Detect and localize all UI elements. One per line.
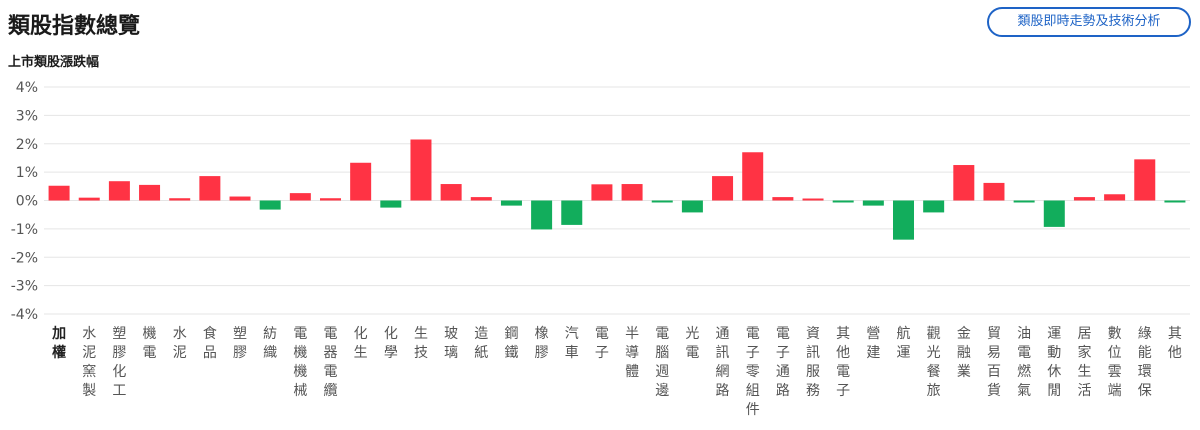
bar[interactable]: [48, 185, 70, 201]
category-label: 食品: [203, 325, 217, 361]
bar[interactable]: [712, 176, 734, 201]
bar[interactable]: [772, 197, 794, 201]
y-tick-label: 0%: [16, 194, 38, 210]
category-label: 電子零組件: [746, 326, 760, 418]
category-label: 光電: [685, 326, 699, 361]
category-label: 塑膠化工: [112, 326, 126, 399]
category-label: 金融業: [957, 326, 971, 380]
bar[interactable]: [199, 176, 221, 201]
category-label: 水泥: [173, 326, 187, 361]
category-label: 運動休閒: [1047, 326, 1061, 399]
y-tick-label: 3%: [16, 108, 38, 124]
category-label: 電子通路: [776, 326, 790, 399]
bar[interactable]: [229, 196, 251, 201]
bar[interactable]: [621, 184, 643, 201]
category-label: 汽車: [565, 326, 579, 361]
category-label: 數位雲端: [1108, 326, 1122, 399]
category-label: 塑膠: [233, 326, 247, 361]
category-label: 資訊服務: [806, 326, 820, 399]
category-label: 機電: [143, 326, 157, 361]
bar[interactable]: [862, 200, 884, 206]
category-label: 造紙: [474, 326, 488, 361]
y-tick-label: -1%: [11, 222, 38, 238]
chart-title: 上市類股漲跌幅: [8, 55, 100, 70]
bar[interactable]: [681, 200, 703, 213]
bar[interactable]: [1043, 200, 1065, 227]
bar[interactable]: [802, 198, 824, 201]
category-label: 鋼鐵: [504, 326, 518, 361]
category-label: 航運: [897, 326, 911, 361]
category-label: 水泥窯製: [82, 326, 96, 399]
y-tick-label: 2%: [16, 137, 38, 153]
category-label: 其他電子: [836, 326, 850, 399]
y-tick-label: -3%: [11, 279, 38, 295]
bar[interactable]: [1164, 200, 1186, 203]
category-label: 玻璃: [444, 326, 458, 361]
bar[interactable]: [108, 181, 130, 201]
bar[interactable]: [78, 197, 100, 201]
bar[interactable]: [893, 200, 914, 240]
category-label: 油電燃氣: [1017, 326, 1031, 399]
bar[interactable]: [651, 200, 673, 203]
sector-realtime-analysis-button[interactable]: 類股即時走勢及技術分析: [987, 7, 1191, 37]
y-tick-label: -4%: [11, 307, 38, 323]
bar[interactable]: [320, 198, 341, 201]
bar[interactable]: [410, 139, 432, 201]
bar[interactable]: [591, 184, 613, 201]
category-label: 營建: [866, 326, 880, 361]
bar[interactable]: [953, 165, 975, 201]
y-tick-label: -2%: [11, 250, 38, 266]
category-label: 化生: [354, 326, 368, 361]
bar[interactable]: [380, 200, 402, 208]
category-label: 電子: [595, 326, 609, 361]
category-label: 紡織: [263, 326, 277, 361]
category-label: 橡膠: [535, 326, 549, 361]
category-label: 化學: [384, 326, 398, 361]
category-label: 電機機械: [293, 326, 307, 399]
bar[interactable]: [470, 197, 492, 201]
bar[interactable]: [983, 182, 1005, 201]
bar[interactable]: [500, 200, 522, 206]
page-title: 類股指數總覽: [8, 14, 141, 39]
category-label: 貿易百貨: [987, 326, 1001, 399]
bar[interactable]: [169, 198, 191, 201]
bar[interactable]: [1073, 197, 1095, 201]
category-label: 觀光餐旅: [927, 326, 941, 399]
category-label: 半導體: [625, 326, 639, 380]
y-tick-label: 4%: [16, 80, 38, 96]
bar[interactable]: [531, 200, 553, 230]
bar[interactable]: [440, 184, 462, 201]
category-label: 其他: [1168, 326, 1182, 361]
category-label: 電器電纜: [324, 326, 338, 399]
bar[interactable]: [259, 200, 281, 210]
category-label: 生技: [414, 326, 428, 361]
category-label: 電腦週邊: [655, 326, 669, 399]
bar[interactable]: [350, 162, 372, 201]
bar[interactable]: [1104, 194, 1126, 201]
category-label: 通訊網路: [716, 326, 730, 399]
bar[interactable]: [923, 200, 945, 213]
y-tick-label: 1%: [16, 165, 38, 181]
category-label: 加權: [51, 326, 66, 361]
bar[interactable]: [1013, 200, 1035, 203]
bar[interactable]: [289, 193, 311, 201]
category-label: 綠能環保: [1138, 326, 1152, 399]
bar[interactable]: [139, 184, 161, 201]
bar[interactable]: [742, 152, 764, 201]
bar[interactable]: [561, 200, 583, 225]
category-label: 居家生活: [1077, 326, 1091, 399]
bar[interactable]: [1134, 159, 1156, 201]
bar[interactable]: [832, 200, 854, 203]
